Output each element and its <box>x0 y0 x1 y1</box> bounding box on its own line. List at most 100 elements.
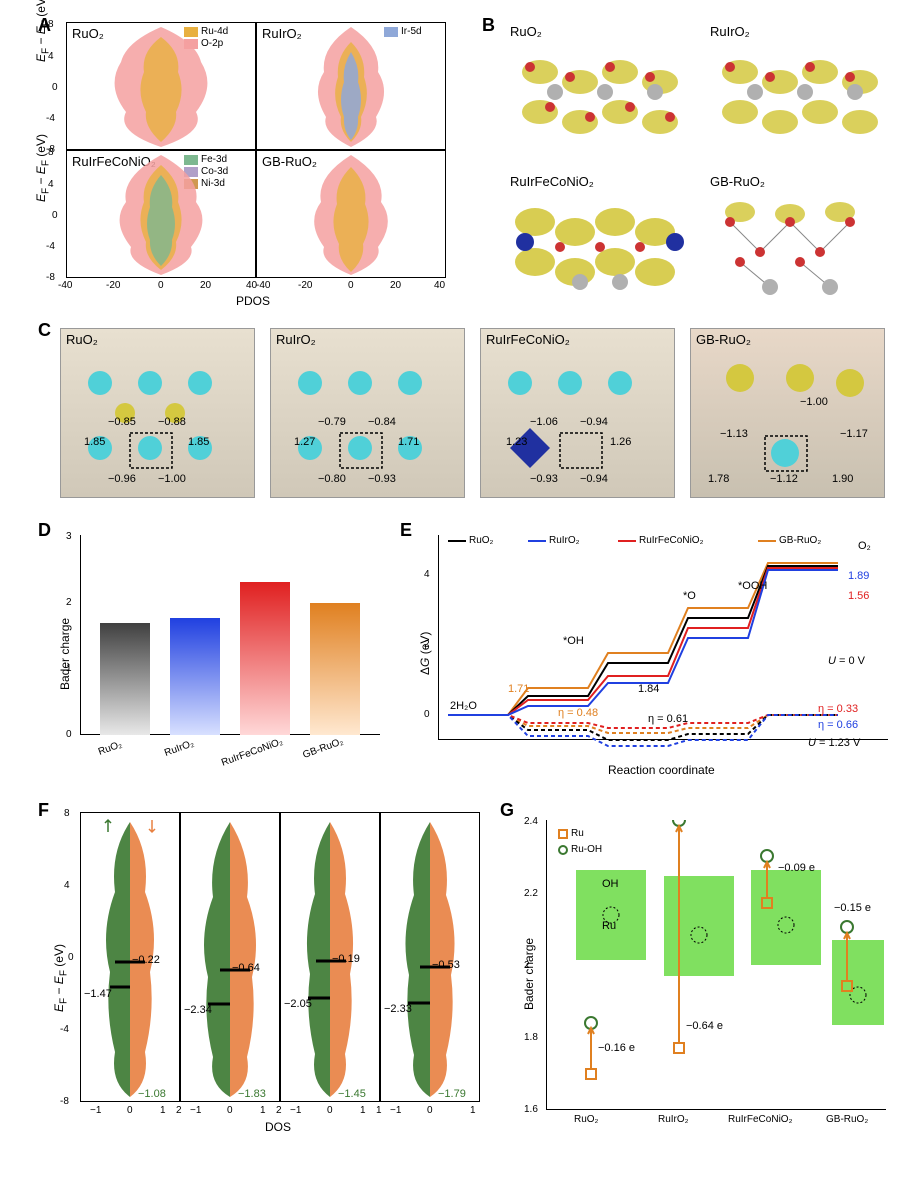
xtick: RuIrO₂ <box>658 1114 689 1125</box>
ytick: -8 <box>46 272 55 283</box>
d-band-diff: −1.08 <box>138 1088 166 1100</box>
bader-value: 1.71 <box>398 436 419 448</box>
scatter-markers <box>546 820 886 1110</box>
bader-value: −0.80 <box>318 473 346 485</box>
ytick: 2 <box>424 639 430 650</box>
d-band-diff: −1.83 <box>238 1088 266 1100</box>
bar-label: RuIrFeCoNiO₂ <box>220 736 284 768</box>
d-band-value: −2.33 <box>384 1003 412 1015</box>
panel-b: RuO₂ RuIrO₂ RuIrFeCoNiO₂ GB-RuO₂ <box>510 24 890 304</box>
bader-value: −0.94 <box>580 473 608 485</box>
legend-item: GB-RuO₂ <box>758 535 821 546</box>
bader-value: −1.00 <box>800 396 828 408</box>
xtick: 2 <box>276 1105 282 1116</box>
struct-title: RuO₂ <box>510 24 542 39</box>
xtick: RuO₂ <box>574 1114 598 1125</box>
panel-f-label: F <box>38 800 49 821</box>
bader-value: −1.12 <box>770 473 798 485</box>
step-label: *OH <box>563 635 584 647</box>
panel-a: EF − EF (eV) EF − EF (eV) RuO₂ RuIrO₂ Ru… <box>66 22 466 302</box>
delta-label: −0.15 e <box>834 902 871 914</box>
eta-value: η = 0.61 <box>648 713 688 725</box>
eta-value: η = 0.48 <box>558 707 598 719</box>
xtick: -20 <box>106 280 120 291</box>
struct-title: RuIrO₂ <box>710 24 750 39</box>
d-band-value: −0.64 <box>232 962 260 974</box>
bader-value: −0.85 <box>108 416 136 428</box>
d-band-value: −2.34 <box>184 1004 212 1016</box>
dg-value: 1.56 <box>848 590 869 602</box>
xtick: 0 <box>348 280 354 291</box>
struct-title: GB-RuO₂ <box>710 174 765 189</box>
d-band-diff: −1.45 <box>338 1088 366 1100</box>
panel-c-label: C <box>38 320 51 341</box>
ytick: 2 <box>66 597 72 608</box>
bader-value: 1.85 <box>188 436 209 448</box>
ytick: 8 <box>48 147 54 158</box>
structure-render <box>710 42 890 162</box>
bader-value: −0.93 <box>368 473 396 485</box>
panel-e: ΔG (eV) 0 2 4 RuO₂ RuIrO₂ RuIrFeCoNiO₂ G… <box>438 535 888 785</box>
dg-value: 1.71 <box>508 683 529 695</box>
bader-value: −0.88 <box>158 416 186 428</box>
ytick: 0 <box>52 82 58 93</box>
bader-value: −0.84 <box>368 416 396 428</box>
panel-d: Bader charge 0 1 2 3 RuO₂ RuIrO₂ RuIrFeC… <box>80 535 380 775</box>
bar <box>240 582 290 735</box>
delta-label: −0.09 e <box>778 862 815 874</box>
step-label: *OOH <box>738 580 767 592</box>
potential-label: U = 1.23 V <box>808 737 860 749</box>
bader-value: −0.93 <box>530 473 558 485</box>
structure-render <box>510 42 690 162</box>
xtick: 20 <box>200 280 211 291</box>
eta-value: η = 0.33 <box>818 703 858 715</box>
panel-e-label: E <box>400 520 412 541</box>
potential-label: U = 0 V <box>828 655 865 667</box>
ytick: 0 <box>424 709 430 720</box>
tile-title: GB-RuO₂ <box>696 332 751 347</box>
tile-title: RuIrFeCoNiO₂ <box>486 332 570 347</box>
d-band-diff: −1.79 <box>438 1088 466 1100</box>
bader-value: −0.79 <box>318 416 346 428</box>
bader-value: −0.94 <box>580 416 608 428</box>
bar-label: RuIrO₂ <box>163 738 195 759</box>
ytick: 0 <box>66 729 72 740</box>
step-label: O₂ <box>858 540 871 552</box>
legend-item: RuO₂ <box>448 535 493 546</box>
bader-value: 1.78 <box>708 473 729 485</box>
panel-f: EF − EF (eV) <box>80 812 480 1142</box>
d-band-value: −1.47 <box>84 988 112 1000</box>
legend-item: RuIrO₂ <box>528 535 580 546</box>
xtick: 1 <box>260 1105 266 1116</box>
tile-title: RuO₂ <box>66 332 98 347</box>
bader-value: −0.96 <box>108 473 136 485</box>
bader-value: 1.23 <box>506 436 527 448</box>
step-label: 2H₂O <box>450 700 477 712</box>
xtick: 40 <box>434 280 445 291</box>
d-band-value: −0.53 <box>432 959 460 971</box>
bader-value: 1.90 <box>832 473 853 485</box>
panel-g: Bader charge 1.6 1.8 2 2.2 2.4 Ru Ru-OH … <box>546 820 886 1140</box>
xtick: -40 <box>58 280 72 291</box>
ytick: 1 <box>66 663 72 674</box>
tile-title: RuIrO₂ <box>276 332 316 347</box>
bar <box>100 623 150 735</box>
panel-c: RuO₂ RuIrO₂ RuIrFeCoNiO₂ GB-RuO₂ −0.85 −… <box>60 328 890 508</box>
xtick: −1 <box>390 1105 401 1116</box>
xtick: 20 <box>390 280 401 291</box>
bar <box>310 603 360 735</box>
bader-value: 1.85 <box>84 436 105 448</box>
xtick: −1 <box>190 1105 201 1116</box>
dg-value: 1.89 <box>848 570 869 582</box>
bar-label: RuO₂ <box>97 739 124 758</box>
ytick: 4 <box>64 880 70 891</box>
ytick: -4 <box>46 241 55 252</box>
ytick: 0 <box>52 210 58 221</box>
x-axis-label: Reaction coordinate <box>608 763 715 777</box>
ytick: 4 <box>48 179 54 190</box>
panel-d-label: D <box>38 520 51 541</box>
xtick: 1 <box>376 1105 382 1116</box>
xtick: RuIrFeCoNiO₂ <box>728 1114 792 1125</box>
ytick: 0 <box>68 952 74 963</box>
pdos-curve <box>66 22 446 278</box>
